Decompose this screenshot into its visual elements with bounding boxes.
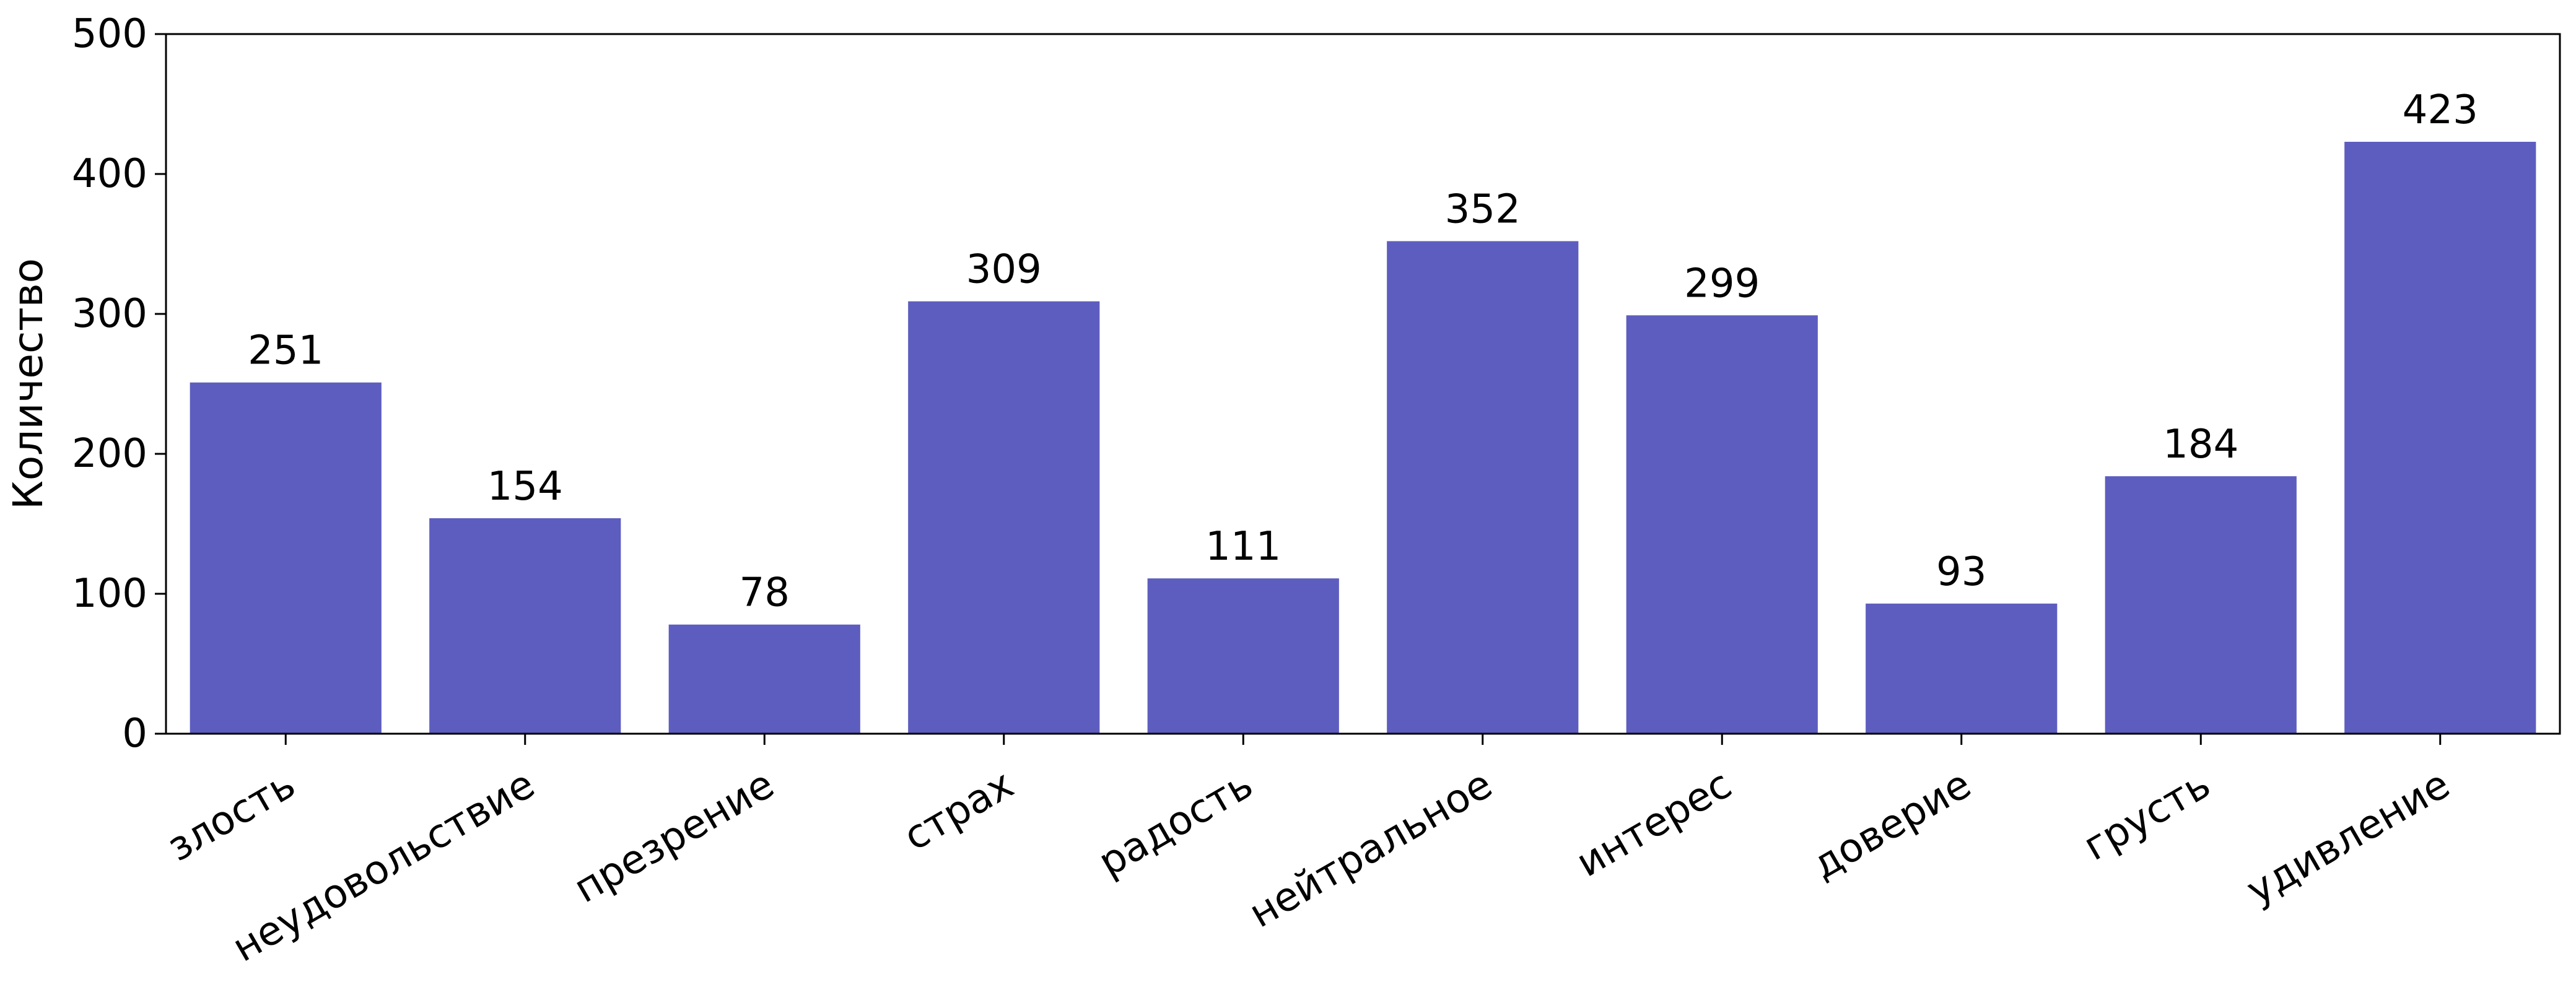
bar-value-label: 93 <box>1936 549 1986 595</box>
bar-5 <box>1387 241 1579 734</box>
bar-9 <box>2344 142 2536 734</box>
y-tick-label: 500 <box>72 11 147 57</box>
bar-3 <box>908 301 1100 734</box>
bar-value-label: 299 <box>1684 261 1760 306</box>
y-tick-label: 100 <box>72 571 147 617</box>
bar-1 <box>429 518 621 734</box>
x-tick-label: злость <box>160 762 303 871</box>
bar-value-label: 423 <box>2403 87 2478 133</box>
y-tick-label: 300 <box>72 291 147 337</box>
plot-frame <box>165 33 2561 735</box>
bar-value-label: 78 <box>740 570 790 616</box>
x-tick-label: доверие <box>1804 762 1978 889</box>
x-tick-label: презрение <box>567 762 782 912</box>
y-tick-label: 0 <box>122 711 147 757</box>
bar-6 <box>1626 315 1818 734</box>
x-tick-label: удивление <box>2239 762 2458 914</box>
bar-7 <box>1866 603 2058 734</box>
bar-value-label: 111 <box>1205 524 1281 570</box>
bar-value-label: 309 <box>966 247 1042 293</box>
bar-8 <box>2105 476 2297 734</box>
bar-value-label: 352 <box>1445 186 1521 232</box>
x-tick-label: нейтральное <box>1242 762 1500 937</box>
bar-2 <box>668 624 860 734</box>
x-tick-label: страх <box>896 762 1021 860</box>
value-labels-group: 251 154 78 309 111 352 299 93 184 423 <box>248 87 2478 616</box>
x-tick-label: радость <box>1091 762 1260 886</box>
bars-group <box>190 142 2536 734</box>
y-axis: 0 100 200 300 400 500 <box>72 11 166 757</box>
y-tick-label: 200 <box>72 431 147 477</box>
bar-4 <box>1147 578 1339 734</box>
y-tick-label: 400 <box>72 151 147 197</box>
y-axis-title: Количество <box>4 258 52 510</box>
bar-value-label: 251 <box>248 328 323 374</box>
x-tick-label: грусть <box>2076 762 2219 870</box>
bar-0 <box>190 382 382 734</box>
bar-value-label: 154 <box>487 464 563 510</box>
bar-value-label: 184 <box>2163 422 2238 467</box>
x-tick-label: интерес <box>1569 762 1739 887</box>
